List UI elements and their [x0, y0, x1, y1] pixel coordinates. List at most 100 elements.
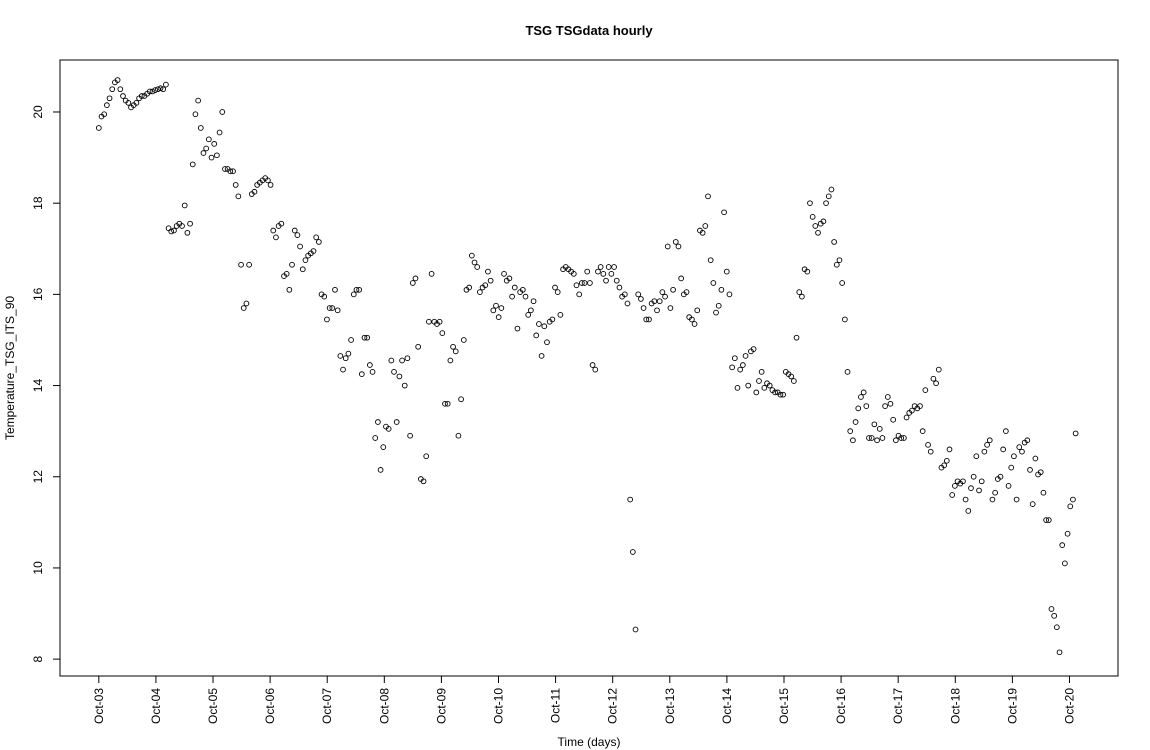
data-point: [605, 264, 612, 270]
data-point: [477, 289, 483, 295]
data-point: [780, 391, 786, 398]
data-point: [101, 111, 108, 118]
data-point: [490, 307, 497, 314]
data-point: [603, 277, 609, 284]
data-point: [152, 87, 159, 93]
data-point: [597, 264, 604, 270]
data-point: [283, 270, 290, 277]
data-point: [670, 286, 676, 293]
data-point: [989, 496, 996, 503]
x-axis-label: Time (days): [558, 735, 621, 749]
data-point: [831, 239, 837, 245]
data-point: [587, 280, 593, 286]
data-point: [632, 626, 639, 633]
data-point: [901, 435, 907, 441]
data-point: [232, 182, 239, 188]
data-point: [549, 316, 556, 323]
data-point: [265, 177, 271, 184]
data-point: [723, 268, 730, 275]
data-point: [978, 478, 985, 485]
data-point: [616, 284, 623, 291]
data-point: [181, 202, 188, 209]
data-point: [495, 314, 502, 321]
data-point: [941, 462, 947, 469]
data-point: [909, 407, 915, 414]
data-point: [356, 286, 362, 293]
data-point: [621, 291, 628, 298]
data-point: [860, 389, 867, 396]
data-point: [992, 489, 998, 496]
data-point: [946, 446, 953, 453]
data-point: [388, 357, 395, 364]
y-tick-label: 16: [31, 287, 45, 301]
data-point: [195, 97, 201, 104]
data-point: [984, 441, 990, 448]
data-point: [313, 234, 320, 241]
data-point: [391, 369, 397, 375]
data-point: [841, 316, 848, 323]
data-point: [302, 257, 309, 264]
data-point: [452, 348, 459, 355]
data-point: [635, 291, 642, 298]
data-point: [310, 248, 317, 254]
data-point: [222, 166, 228, 172]
data-point: [1064, 530, 1071, 537]
data-point: [772, 389, 778, 396]
data-point: [458, 396, 464, 403]
data-point: [522, 293, 529, 300]
data-point: [1016, 444, 1023, 450]
data-point: [654, 307, 660, 314]
data-point: [662, 293, 668, 300]
data-point: [694, 307, 701, 314]
data-point: [839, 280, 846, 286]
y-tick-label: 12: [31, 470, 45, 484]
data-point: [157, 85, 164, 92]
data-point: [468, 252, 475, 259]
data-point: [396, 373, 403, 380]
data-point: [104, 102, 110, 108]
data-point: [970, 473, 977, 480]
data-point: [927, 448, 934, 455]
y-tick-label: 18: [31, 196, 45, 210]
data-point: [511, 284, 518, 291]
x-tick-label: Oct-05: [206, 688, 220, 724]
data-point: [369, 369, 376, 375]
data-point: [450, 343, 456, 350]
data-point: [1067, 503, 1074, 510]
data-point: [833, 261, 840, 268]
data-point: [235, 193, 242, 200]
data-point: [855, 405, 862, 412]
data-point: [525, 312, 532, 318]
data-point: [638, 296, 644, 302]
x-tick-label: Oct-13: [663, 688, 677, 724]
data-point: [334, 307, 341, 314]
data-point: [487, 277, 494, 284]
data-point: [815, 229, 821, 236]
data-point: [737, 366, 744, 373]
x-tick-label: Oct-09: [434, 688, 448, 724]
data-point: [187, 220, 193, 227]
data-point: [847, 428, 854, 435]
data-point: [393, 419, 400, 425]
data-point: [1005, 483, 1012, 489]
data-point: [447, 357, 454, 364]
data-point: [1053, 624, 1060, 631]
data-point: [214, 152, 220, 159]
data-point: [707, 257, 714, 264]
data-point: [887, 400, 894, 407]
data-point: [342, 355, 349, 362]
data-point: [498, 305, 505, 311]
chart-title: TSG TSGdata hourly: [525, 23, 653, 38]
data-point: [943, 457, 950, 464]
data-point: [858, 394, 864, 400]
x-tick-label: Oct-17: [891, 688, 905, 724]
data-point: [852, 419, 859, 425]
data-point: [611, 264, 617, 270]
data-point: [820, 218, 827, 225]
data-point: [120, 93, 126, 99]
data-point: [455, 432, 462, 439]
data-point: [554, 289, 561, 295]
data-point: [364, 334, 371, 341]
data-point: [890, 416, 897, 423]
